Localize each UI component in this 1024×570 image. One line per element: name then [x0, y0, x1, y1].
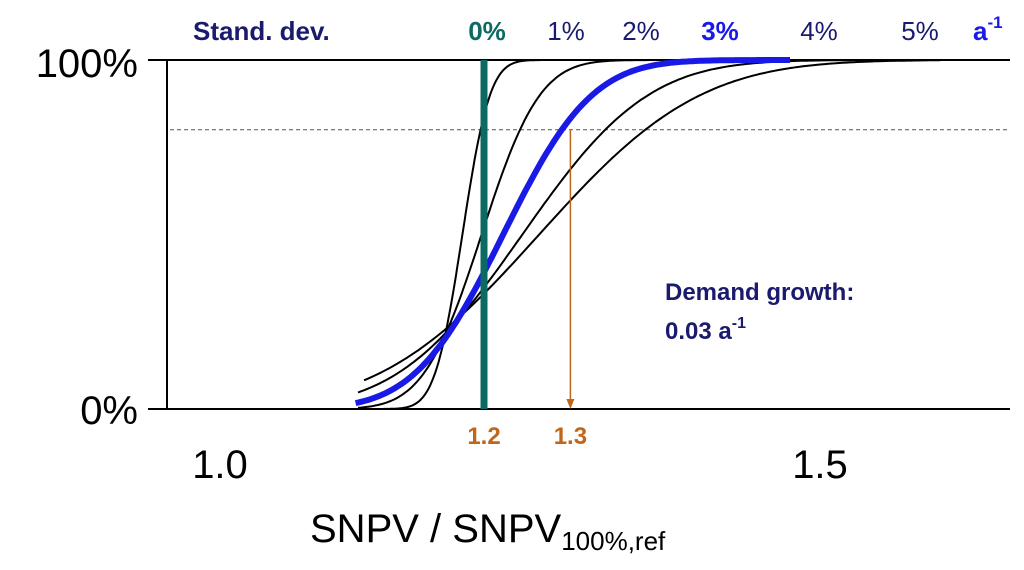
legend-entry-1: 1%	[547, 16, 585, 46]
legend-entry-3: 3%	[701, 16, 739, 46]
annotation-line-2-sup: -1	[732, 315, 746, 332]
x-tick-label-1.5: 1.5	[792, 443, 848, 487]
annotation-line-1: Demand growth:	[665, 279, 854, 306]
legend-entry-0: 0%	[468, 16, 506, 46]
marker-label-1.3: 1.3	[554, 423, 587, 450]
y-tick-label-100: 100%	[36, 42, 138, 86]
cdf-curve-1pct	[382, 59, 556, 410]
x-axis-label-main: SNPV / SNPV	[310, 507, 562, 551]
legend-unit-base: a	[973, 16, 988, 46]
annotation-line-2: 0.03 a-1	[665, 315, 746, 345]
x-tick-label-1.0: 1.0	[192, 443, 248, 487]
marker-label-1.2: 1.2	[467, 423, 500, 450]
curves-group	[354, 57, 940, 410]
cdf-curve-2pct	[357, 59, 676, 409]
y-tick-label-0: 0%	[80, 389, 138, 433]
legend-entry-2: 2%	[622, 16, 660, 46]
legend-unit: a-1	[973, 13, 1003, 46]
cdf-curve-4pct	[357, 59, 856, 394]
legend-entry-4: 4%	[800, 16, 838, 46]
cdf-curve-3pct	[354, 57, 791, 407]
legend-entry-5: 5%	[901, 16, 939, 46]
marker-arrow-head	[566, 399, 575, 409]
annotation-line-2-base: 0.03 a	[665, 318, 732, 345]
legend-unit-sup: -1	[987, 13, 1002, 32]
legend-title: Stand. dev.	[193, 16, 330, 46]
x-axis-label: SNPV / SNPV100%,ref	[310, 507, 666, 556]
x-axis-label-subscript: 100%,ref	[561, 526, 666, 556]
